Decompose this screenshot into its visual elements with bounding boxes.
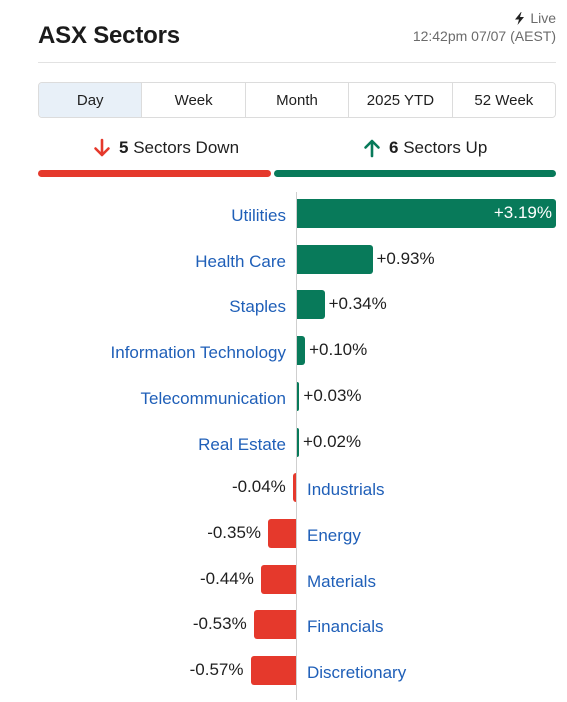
sector-label-industrials[interactable]: Industrials xyxy=(307,480,385,499)
sector-bar-information-technology xyxy=(297,336,306,365)
sector-row-real-estate: Real Estate +0.02% xyxy=(0,428,567,460)
tab-month[interactable]: Month xyxy=(245,83,350,117)
sector-value-staples: +0.34% xyxy=(328,294,387,313)
sector-label-discretionary[interactable]: Discretionary xyxy=(307,663,407,682)
sector-label-energy[interactable]: Energy xyxy=(307,526,361,545)
sectors-down-label: Sectors Down xyxy=(133,138,240,157)
sectors-up-count: 6 xyxy=(389,138,399,157)
sector-value-industrials: -0.04% xyxy=(231,477,286,496)
sector-row-health-care: Health Care +0.93% xyxy=(0,245,567,277)
sector-label-information-technology[interactable]: Information Technology xyxy=(110,343,286,362)
sector-label-financials[interactable]: Financials xyxy=(307,617,384,636)
sector-value-energy: -0.35% xyxy=(207,523,262,542)
sector-row-industrials: Industrials -0.04% xyxy=(0,473,567,505)
sector-bar-industrials xyxy=(292,473,296,502)
sector-label-materials[interactable]: Materials xyxy=(307,572,376,591)
sectors-up-label: Sectors Up xyxy=(403,138,488,157)
header: ASX Sectors Live 12:42pm 07/07 (AEST) xyxy=(38,8,556,58)
sectors-down-summary: 5 Sectors Down xyxy=(93,138,239,158)
sector-bar-staples xyxy=(297,290,325,319)
sector-row-financials: Financials -0.53% xyxy=(0,610,567,642)
sector-label-utilities[interactable]: Utilities xyxy=(231,206,286,225)
sector-row-telecommunication: Telecommunication +0.03% xyxy=(0,382,567,414)
sector-bar-real-estate xyxy=(297,428,299,457)
sector-bar-financials xyxy=(253,610,296,639)
tab-week[interactable]: Week xyxy=(142,83,246,117)
tab-day[interactable]: Day xyxy=(39,83,143,117)
header-divider xyxy=(38,62,556,63)
sector-row-discretionary: Discretionary -0.57% xyxy=(0,656,567,688)
chart-zero-axis xyxy=(296,192,297,700)
sectors-down-count: 5 xyxy=(119,138,129,157)
sector-bar-utilities xyxy=(297,199,556,228)
sector-value-information-technology: +0.10% xyxy=(309,340,368,359)
sector-bar-discretionary xyxy=(250,656,296,685)
tab-52-week[interactable]: 52 Week xyxy=(452,83,555,117)
arrow-up-icon xyxy=(364,139,380,158)
period-tabs: Day Week Month 2025 YTD 52 Week xyxy=(38,82,556,118)
sector-value-discretionary: -0.57% xyxy=(189,660,244,679)
lightning-bolt-icon xyxy=(515,11,525,25)
sector-label-telecommunication[interactable]: Telecommunication xyxy=(140,389,286,408)
sector-label-health-care[interactable]: Health Care xyxy=(195,252,286,271)
sector-value-utilities: +3.19% xyxy=(493,203,552,222)
sector-value-telecommunication: +0.03% xyxy=(303,386,362,405)
sector-value-real-estate: +0.02% xyxy=(303,432,362,451)
live-label: Live xyxy=(530,10,556,26)
sector-bar-health-care xyxy=(297,245,373,274)
arrow-down-icon xyxy=(94,138,110,157)
timestamp: 12:42pm 07/07 (AEST) xyxy=(412,28,556,44)
sectors-up-ratio-bar xyxy=(274,170,556,177)
sector-value-health-care: +0.93% xyxy=(376,249,435,268)
live-indicator: Live xyxy=(515,10,556,26)
sector-bar-materials xyxy=(260,565,296,594)
sector-bar-telecommunication xyxy=(297,382,300,411)
tab-2025-ytd[interactable]: 2025 YTD xyxy=(349,83,453,117)
sectors-down-ratio-bar xyxy=(38,170,271,177)
sectors-up-summary: 6 Sectors Up xyxy=(363,138,487,158)
page-title: ASX Sectors xyxy=(38,22,180,49)
sector-summary: 5 Sectors Down 6 Sectors Up xyxy=(38,130,556,170)
sector-row-energy: Energy -0.35% xyxy=(0,519,567,551)
sector-row-utilities: Utilities +3.19% xyxy=(0,199,567,231)
sector-value-materials: -0.44% xyxy=(200,569,254,588)
sector-label-staples[interactable]: Staples xyxy=(229,297,286,316)
sector-bar-energy xyxy=(268,519,296,548)
sector-row-staples: Staples +0.34% xyxy=(0,290,567,322)
sector-label-real-estate[interactable]: Real Estate xyxy=(198,435,286,454)
sector-value-financials: -0.53% xyxy=(192,614,247,633)
sector-row-information-technology: Information Technology +0.10% xyxy=(0,336,567,368)
sector-row-materials: Materials -0.44% xyxy=(0,565,567,597)
